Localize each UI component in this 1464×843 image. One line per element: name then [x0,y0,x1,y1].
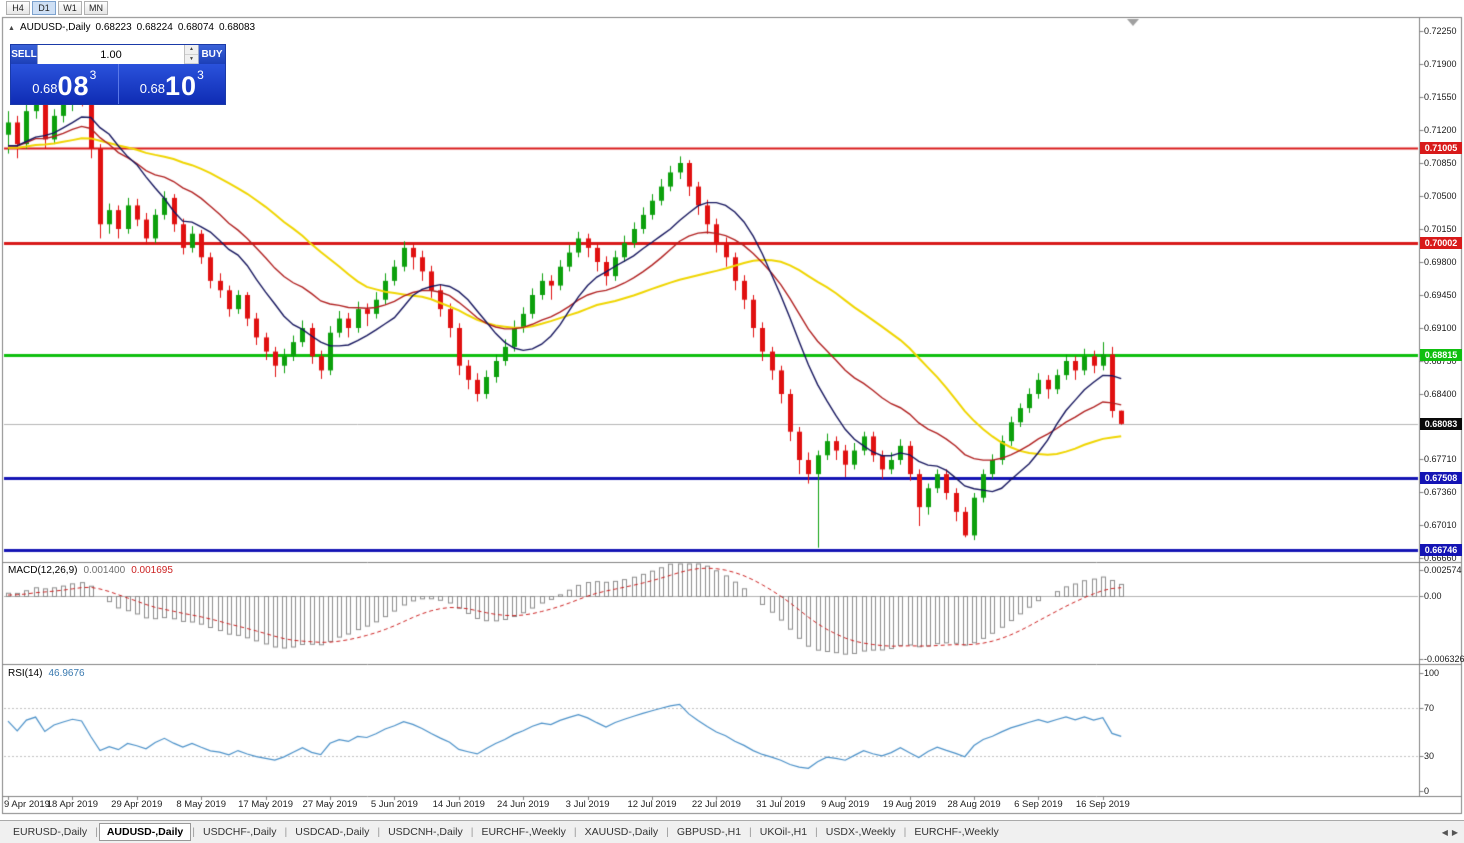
chart-tab-audusd-daily[interactable]: AUDUSD-,Daily [98,823,192,841]
tab-separator: | [470,826,474,838]
buy-price-prefix: 0.68 [139,81,166,96]
chart-tab-xauusd-daily[interactable]: XAUUSD-,Daily [584,826,659,838]
collapse-icon[interactable]: ▲ [8,25,15,32]
volume-box: ▲ ▼ [37,45,199,64]
chart-tab-usdx-weekly[interactable]: USDX-,Weekly [825,826,896,838]
tab-separator: | [377,826,381,838]
chart-tab-eurusd-daily[interactable]: EURUSD-,Daily [13,826,88,838]
tab-separator: | [749,826,752,838]
tab-separator: | [573,826,577,838]
ohlc-high: 0.68224 [136,22,173,33]
sell-price-button[interactable]: 0.68 08 3 [11,64,119,104]
tab-separator: | [192,826,195,838]
volume-spinners: ▲ ▼ [184,45,198,64]
sell-price-prefix: 0.68 [32,81,58,96]
chart-tab-eurchf-weekly[interactable]: EURCHF-,Weekly [914,826,999,838]
tabs-holder: EURUSD-,Daily | AUDUSD-,Daily | USDCHF-,Dail… [6,823,1006,841]
tab-separator: | [284,826,288,838]
tab-separator: | [95,826,98,838]
timeframe-button-mn[interactable]: MN [84,1,108,15]
chart-tab-ukoil-h1[interactable]: UKOil-,H1 [759,826,808,838]
macd-main-value: 0.001400 [83,565,126,576]
buy-price-big: 10 [165,71,198,101]
timeframe-button-h4[interactable]: H4 [6,1,30,15]
tabs-scroll-right-icon[interactable]: ▶ [1451,827,1458,837]
tab-separator: | [815,826,818,838]
volume-up-icon[interactable]: ▲ [185,45,198,55]
tab-separator: | [903,826,907,838]
chart-symbol-label: AUDUSD-,Daily [19,22,91,33]
chart-tab-eurchf-weekly[interactable]: EURCHF-,Weekly [481,826,566,838]
rsi-panel-title: RSI(14) 46.9676 [8,668,85,679]
volume-down-icon[interactable]: ▼ [185,54,198,64]
tab-scroll-arrows: ◀ ▶ [1442,828,1458,837]
chart-tab-bar: EURUSD-,Daily | AUDUSD-,Daily | USDCHF-,Dail… [0,820,1464,843]
sell-price-big: 08 [57,71,90,101]
timeframe-button-w1[interactable]: W1 [58,1,82,15]
sell-button[interactable]: SELL [11,45,37,64]
ohlc-low: 0.68074 [177,22,214,33]
chart-canvas[interactable] [0,0,1464,820]
chart-tab-usdchf-daily[interactable]: USDCHF-,Daily [203,826,277,838]
volume-input[interactable] [38,45,184,64]
chart-tab-gbpusd-h1[interactable]: GBPUSD-,H1 [676,826,742,838]
chart-tab-usdcad-daily[interactable]: USDCAD-,Daily [295,826,370,838]
tab-separator: | [666,826,669,838]
ohlc-open: 0.68223 [95,22,132,33]
buy-price-button[interactable]: 0.68 10 3 [119,64,226,104]
rsi-title-text: RSI(14) [8,668,43,679]
chart-header: ▲ AUDUSD-,Daily 0.68223 0.68224 0.68074 0.680… [8,22,260,33]
chart-tab-usdcnh-daily[interactable]: USDCNH-,Daily [388,826,463,838]
one-click-trading-panel: SELL ▲ ▼ BUY 0.68 08 3 0.68 10 3 [10,44,226,105]
macd-title-text: MACD(12,26,9) [8,565,78,576]
macd-panel-title: MACD(12,26,9) 0.001400 0.001695 [8,565,173,576]
buy-button[interactable]: BUY [199,45,225,64]
sell-price-sup: 3 [89,68,97,82]
macd-signal-value: 0.001695 [131,565,173,576]
buy-price-sup: 3 [197,68,204,82]
timeframe-toolbar: H4 D1 W1 MN [6,1,108,16]
timeframe-button-d1[interactable]: D1 [32,1,56,15]
ohlc-close: 0.68083 [218,22,256,33]
tabs-scroll-left-icon[interactable]: ◀ [1441,827,1448,837]
rsi-value: 46.9676 [48,668,85,679]
